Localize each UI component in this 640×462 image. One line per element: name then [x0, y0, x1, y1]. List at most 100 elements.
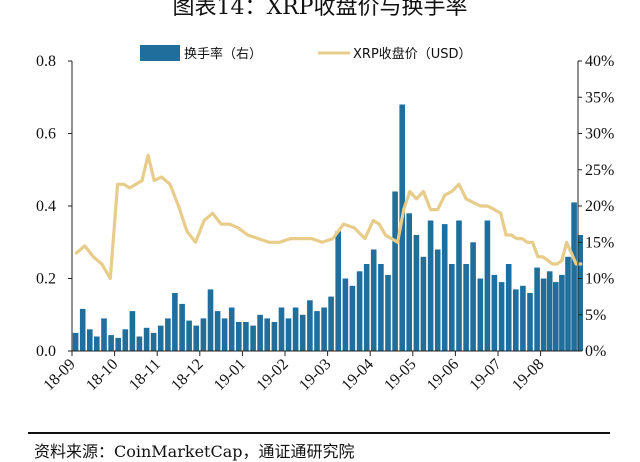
right-tick-label: 35% — [585, 89, 614, 106]
turnover-bar — [264, 318, 270, 351]
turnover-bar — [406, 213, 412, 352]
x-tick-label: 18-11 — [126, 356, 164, 394]
turnover-bar — [463, 264, 469, 351]
turnover-bar — [484, 220, 491, 351]
turnover-bar — [72, 332, 79, 351]
legend-turnover-swatch — [140, 45, 180, 61]
turnover-bar — [370, 249, 377, 351]
turnover-bar — [108, 335, 114, 351]
turnover-bar — [498, 282, 505, 351]
turnover-bar — [449, 264, 455, 351]
turnover-bar — [392, 191, 398, 351]
turnover-bar — [236, 322, 242, 351]
turnover-bar — [420, 256, 427, 352]
turnover-bar — [399, 104, 405, 351]
price-line — [74, 153, 583, 281]
left-tick-label: 0.4 — [36, 198, 56, 215]
turnover-bar — [441, 224, 448, 351]
right-tick-label: 20% — [585, 198, 614, 215]
turnover-bar — [200, 318, 207, 351]
turnover-bar — [349, 285, 356, 352]
x-tick-label: 19-04 — [339, 356, 377, 394]
turnover-bar — [87, 329, 93, 352]
turnover-bar — [534, 267, 540, 351]
x-tick-label: 19-01 — [211, 356, 249, 394]
right-tick-label: 25% — [585, 162, 614, 179]
turnover-bar — [342, 278, 349, 351]
turnover-bar — [101, 318, 107, 351]
turnover-bar — [328, 296, 334, 351]
right-tick-label: 0% — [585, 343, 606, 360]
x-tick-label: 18-09 — [40, 356, 78, 394]
turnover-bar — [228, 307, 235, 351]
turnover-bar — [207, 289, 214, 351]
turnover-bar — [115, 337, 121, 351]
turnover-bar — [129, 311, 136, 351]
turnover-bar — [179, 303, 185, 351]
left-tick-label: 0.8 — [36, 53, 56, 70]
x-tick-label: 19-08 — [509, 356, 547, 394]
right-tick-label: 5% — [585, 307, 606, 324]
turnover-bar — [513, 289, 519, 351]
turnover-bar — [214, 311, 221, 351]
turnover-bar — [307, 300, 313, 352]
turnover-bar — [136, 336, 143, 351]
x-tick-label: 19-06 — [424, 356, 462, 394]
turnover-bar — [292, 307, 299, 351]
right-tick-label: 15% — [585, 234, 614, 251]
turnover-bar — [540, 278, 547, 351]
turnover-bar — [321, 307, 327, 351]
turnover-bar — [157, 325, 164, 351]
legend: 换手率（右） XRP收盘价（USD） — [140, 45, 472, 62]
turnover-bar — [385, 274, 391, 351]
x-tick-label: 19-02 — [253, 356, 291, 394]
turnover-bar — [470, 242, 476, 352]
turnover-bar — [527, 293, 533, 351]
turnover-bar — [285, 318, 292, 351]
turnover-bar — [94, 336, 100, 351]
turnover-bar — [314, 311, 320, 351]
turnover-bar — [565, 256, 571, 352]
turnover-bar — [491, 274, 498, 351]
turnover-bar — [571, 202, 577, 351]
turnover-bar — [427, 220, 434, 351]
source-divider — [28, 432, 610, 434]
turnover-bar — [378, 264, 384, 351]
turnover-bar — [413, 235, 420, 351]
turnover-bar — [250, 325, 256, 351]
turnover-bar — [271, 322, 278, 351]
left-tick-label: 0.2 — [36, 271, 56, 288]
left-tick-label: 0.0 — [36, 343, 56, 360]
turnover-bar — [434, 249, 441, 351]
turnover-bar — [546, 271, 553, 352]
turnover-bar — [356, 271, 363, 352]
right-tick-label: 40% — [585, 53, 614, 70]
turnover-bar — [122, 329, 129, 352]
x-tick-label: 19-05 — [381, 356, 419, 394]
turnover-bar — [299, 314, 306, 352]
x-tick-label: 19-07 — [466, 356, 504, 394]
turnover-bar — [221, 318, 228, 351]
x-tick-label: 18-10 — [83, 356, 121, 394]
x-tick-label: 19-03 — [296, 356, 334, 394]
source-note: 资料来源：CoinMarketCap，通证通研究院 — [34, 442, 355, 461]
turnover-bar — [257, 314, 263, 352]
turnover-bar — [172, 293, 178, 351]
turnover-bar — [165, 318, 171, 351]
turnover-bar — [193, 325, 199, 351]
turnover-bar — [553, 282, 559, 351]
left-tick-label: 0.6 — [36, 126, 56, 143]
turnover-bar — [456, 220, 462, 351]
turnover-bar — [363, 264, 370, 351]
figure-title: 图表14：XRP收盘价与换手率 — [172, 0, 468, 20]
turnover-bar — [559, 274, 565, 351]
turnover-bar — [577, 235, 583, 351]
turnover-bar — [335, 231, 341, 351]
turnover-bar — [505, 264, 512, 351]
legend-price-label: XRP收盘价（USD） — [353, 46, 472, 62]
turnover-bar — [186, 320, 192, 351]
turnover-bar — [243, 322, 249, 351]
turnover-bar — [278, 307, 285, 351]
turnover-bar — [143, 327, 150, 351]
turnover-bars — [72, 104, 583, 352]
